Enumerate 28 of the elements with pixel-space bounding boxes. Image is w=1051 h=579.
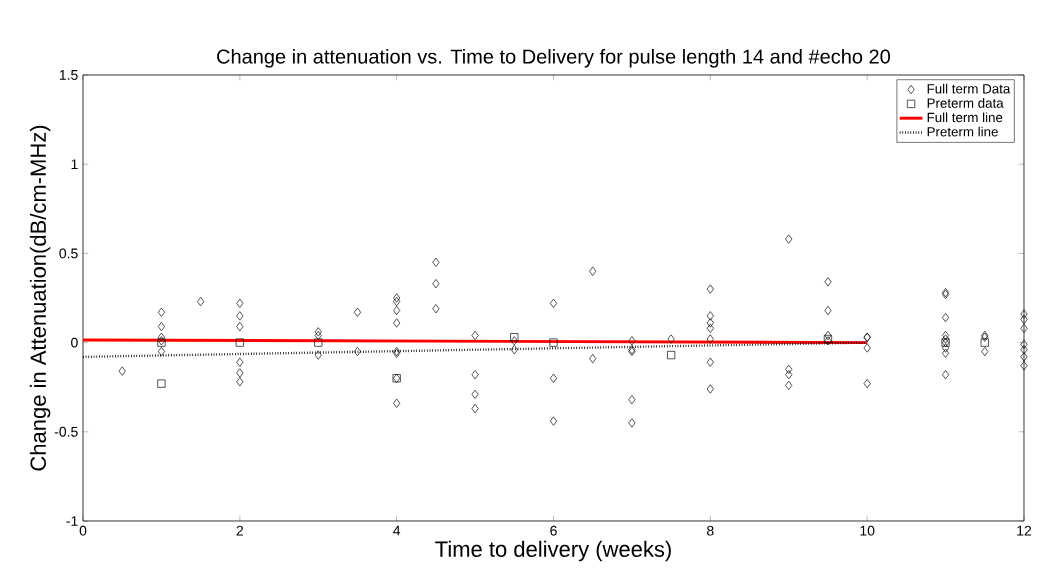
x-tick-label: 10: [860, 525, 875, 536]
x-tick-label: 12: [1017, 525, 1032, 536]
point: [157, 379, 166, 388]
legend-label: Full term line: [927, 112, 1003, 123]
y-tick-label: 0: [71, 337, 78, 348]
point: [392, 374, 401, 383]
chart-title: Change in attenuation vs. Time to Delivery for pulse length 14 and #echo 20: [217, 48, 891, 68]
y-tick-label: 0.5: [59, 248, 78, 259]
y-tick-label: -1: [66, 516, 78, 526]
legend-label: Full term Data: [927, 83, 1011, 94]
legend-label: Preterm line: [927, 126, 998, 137]
x-tick-label: 4: [393, 525, 401, 536]
x-tick-label: 6: [550, 525, 557, 536]
x-axis-title: Time to delivery (weeks): [435, 540, 671, 562]
legend-label: Preterm data: [927, 98, 1004, 108]
point: [235, 338, 244, 347]
y-tick-label: -0.5: [54, 426, 78, 437]
x-tick-label: 0: [79, 525, 87, 536]
y-tick-label: 1.5: [59, 70, 78, 80]
point: [510, 333, 519, 342]
x-tick-label: 2: [236, 525, 244, 536]
y-axis-title: Change in Attenuation(dB/cm-MHz): [29, 125, 51, 471]
point: [314, 338, 323, 347]
point: [549, 338, 558, 347]
x-tick-label: 8: [707, 525, 714, 536]
y-tick-label: 1: [71, 159, 78, 170]
point: [667, 351, 676, 360]
point: [823, 334, 833, 344]
